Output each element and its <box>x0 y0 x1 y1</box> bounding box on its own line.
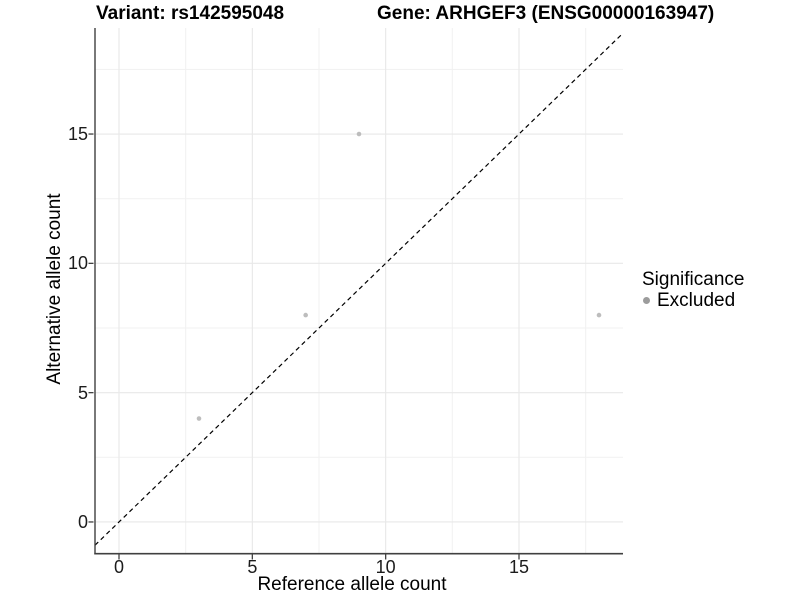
legend-point-icon <box>643 297 651 305</box>
data-point <box>196 416 202 421</box>
y-tick-label: 5 <box>77 382 88 403</box>
x-tick-label: 5 <box>247 557 258 577</box>
plot-title-variant: Variant: rs142595048 <box>96 3 285 24</box>
x-tick-label: 0 <box>113 557 124 577</box>
data-point <box>356 131 362 137</box>
y-tick-label: 15 <box>67 124 88 145</box>
y-tick-label: 10 <box>67 253 88 274</box>
x-tick-label: 15 <box>508 557 530 577</box>
x-axis-title: Reference allele count <box>257 574 447 595</box>
data-point <box>303 312 308 318</box>
y-axis-title: Alternative allele count <box>44 193 65 385</box>
legend-entry-label: Excluded <box>657 290 736 311</box>
identity-line <box>94 32 624 546</box>
legend-title: Significance <box>642 269 745 290</box>
plot-title-gene: Gene: ARHGEF3 (ENSG00000163947) <box>377 3 715 24</box>
data-point <box>596 312 602 318</box>
x-tick-label: 10 <box>375 557 396 577</box>
y-tick-label: 0 <box>77 511 88 532</box>
